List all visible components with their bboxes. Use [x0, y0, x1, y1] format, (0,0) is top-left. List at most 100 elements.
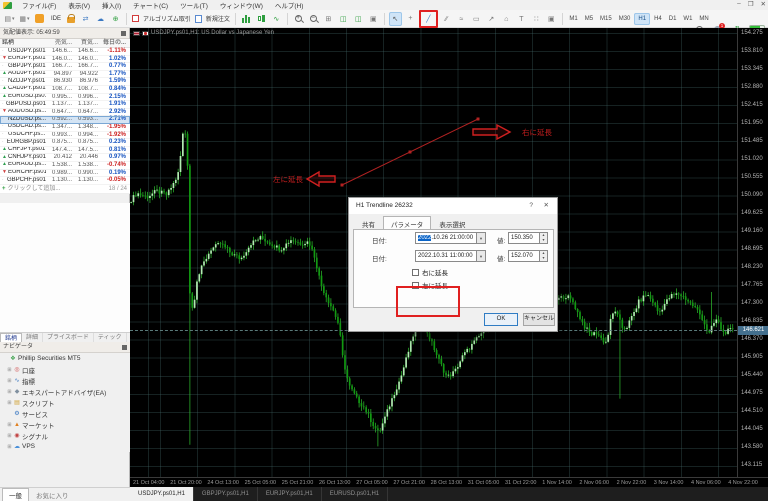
table-row[interactable]: · EURGBP.ps01 0.875... 0.875... 0.23% — [0, 139, 130, 147]
table-row[interactable]: · USDCAD.ps... 1.347... 1.348... -1.95% — [0, 123, 130, 132]
table-row[interactable]: · GBPJPY.ps01 166.7... 166.7... 0.77% — [0, 63, 130, 71]
timeframe-M15[interactable]: M15 — [600, 16, 612, 22]
table-row[interactable]: ▲ CADJPY.ps01 108.7... 108.7... 0.84% — [0, 85, 130, 94]
zoom-in-icon[interactable]: + — [294, 14, 302, 22]
tree-expander-icon[interactable]: ⊞ — [7, 366, 12, 373]
chart-tab-EURJPY.ps01,H1[interactable]: EURJPY.ps01,H1 — [258, 487, 322, 501]
close-button[interactable]: ✕ — [760, 1, 766, 8]
tree-expander-icon[interactable]: ⊞ — [7, 421, 12, 428]
tree-expander-icon[interactable]: ⊞ — [7, 377, 12, 384]
cursor-tool-icon[interactable]: ↖ — [388, 11, 402, 26]
tree-expander-icon[interactable]: ⊞ — [7, 399, 12, 406]
chart-tab-USDJPY.ps01,H1[interactable]: USDJPY.ps01,H1 — [130, 487, 194, 501]
zoom-out-icon[interactable]: − — [309, 14, 317, 22]
new-chart-button[interactable]: ▤ ▾ — [4, 15, 15, 23]
table-row[interactable]: ▲ CHFJPY.ps01 147.4... 147.5... 0.81% — [0, 146, 130, 155]
date-field-1[interactable]: 2022.10.26 21:00:00 — [415, 232, 477, 244]
timeframe-MN[interactable]: MN — [699, 16, 709, 22]
table-row[interactable]: · NZDJPY.ps01 86.930 86.976 1.59% — [0, 78, 130, 86]
timeframe-H1[interactable]: H1 — [634, 13, 651, 25]
date-dropdown-1[interactable]: ▾ — [477, 232, 486, 244]
dialog-help-icon[interactable]: ? — [529, 202, 533, 209]
minimize-button[interactable]: – — [737, 0, 741, 7]
navigator-item[interactable]: ⊞ ☁ VPS — [0, 441, 130, 452]
timeframe-M5[interactable]: M5 — [584, 16, 594, 22]
navigator-item[interactable]: ⊞ ◆ エキスパートアドバイザ(EA) — [0, 386, 130, 397]
market-watch-add-row[interactable]: + クリックして追加... 18 / 24 — [0, 184, 130, 194]
ok-button[interactable]: OK — [484, 313, 518, 326]
lock-icon[interactable] — [64, 12, 77, 26]
table-row[interactable]: · USDJPY.ps01 146.6... 146.6... -1.11% — [0, 48, 130, 56]
cascade-windows-icon[interactable]: ◫ — [355, 15, 362, 23]
toolbox-tab-一般[interactable]: 一般 — [2, 488, 29, 501]
dialog-close-icon[interactable]: ✕ — [543, 202, 549, 209]
table-row[interactable]: ▲ EURAUD.ps... 1.538... 1.538... -0.74% — [0, 161, 130, 170]
metaeditor-button[interactable]: IDE — [51, 15, 62, 22]
column-header-3[interactable]: 毎日の... — [102, 40, 126, 46]
menu-item-チャート[interactable]: チャート(C) — [133, 3, 169, 10]
line-chart-mode-icon[interactable]: ∿ — [273, 15, 280, 23]
timeframe-M30[interactable]: M30 — [618, 16, 631, 22]
chart-tab-GBPJPY.ps01,H1[interactable]: GBPJPY.ps01,H1 — [194, 487, 258, 501]
profiles-button[interactable]: ▦ ▾ — [19, 15, 30, 23]
market-watch-tab-ティック[interactable]: ティック — [94, 332, 127, 343]
table-row[interactable]: · GBPUSD.ps01 1.137... 1.137... 1.91% — [0, 101, 130, 109]
trendline-tool-icon[interactable]: ╱ — [426, 15, 431, 23]
new-order-button[interactable]: 新規注文 — [194, 12, 231, 26]
cloud-icon[interactable]: ☁ — [97, 15, 105, 23]
channel-tool-icon[interactable]: ∕∕ — [445, 15, 448, 23]
ray-right-checkbox-row[interactable]: 右に延長 — [412, 267, 448, 277]
table-row[interactable]: ▼ AUDUSD.ps... 0.647... 0.647... 2.92% — [0, 108, 130, 117]
navigator-item[interactable]: ⊞ ▲ マーケット — [0, 419, 130, 430]
chart-tab-EURUSD.ps01,H1[interactable]: EURUSD.ps01,H1 — [322, 487, 389, 501]
column-header-0[interactable]: 銘柄 — [2, 39, 15, 46]
menu-item-ヘルプ[interactable]: ヘルプ(H) — [274, 3, 304, 10]
menu-item-ファイル[interactable]: ファイル(F) — [22, 3, 57, 10]
tile-windows-icon[interactable]: ◫ — [340, 15, 347, 23]
ray-left-checkbox-row[interactable]: 左に延長 — [412, 280, 448, 290]
mql5-community-icon[interactable] — [33, 12, 46, 26]
text-tool-icon[interactable]: T — [519, 15, 524, 23]
candlestick-mode-icon[interactable] — [255, 12, 268, 26]
value-spinner-1[interactable]: ▲ ▼ — [540, 232, 548, 244]
dialog-tab-共有[interactable]: 共有 — [362, 222, 375, 229]
table-row[interactable]: · USDCHF.ps... 0.993... 0.994... -1.92% — [0, 131, 130, 140]
dialog-title-bar[interactable]: H1 Trendline 26232 ? ✕ — [349, 198, 557, 214]
community-globe-icon[interactable]: ⊕ — [112, 15, 119, 23]
timeframe-W1[interactable]: W1 — [683, 16, 693, 22]
trendline-overlay[interactable]: 右に延長 左に延長 — [130, 28, 737, 477]
navigator-item[interactable]: ⊞ ◉ シグナル — [0, 430, 130, 441]
grid-icon[interactable]: ⊞ — [325, 15, 332, 23]
date-field-2[interactable]: 2022.10.31 11:00:00 — [415, 250, 477, 262]
ray-right-checkbox[interactable] — [412, 268, 419, 276]
objects-tool-icon[interactable]: ⌂ — [504, 15, 509, 23]
ray-left-checkbox[interactable] — [412, 281, 419, 289]
toolbox-tab-お気に入り[interactable]: お気に入り — [36, 493, 69, 500]
fibonacci-tool-icon[interactable]: ≈ — [459, 15, 464, 23]
menu-item-表示[interactable]: 表示(V) — [68, 3, 90, 10]
navigator-item[interactable]: ❖ Phillip Securities MT5 — [0, 353, 130, 364]
table-row[interactable]: ▲ AUDJPY.ps01 94.897 94.922 1.77% — [0, 70, 130, 79]
menu-item-ツール[interactable]: ツール(T) — [180, 3, 208, 10]
cancel-button[interactable]: キャンセル — [523, 313, 555, 326]
date-dropdown-2[interactable]: ▾ — [477, 250, 486, 262]
table-row[interactable]: ▲ CNHJPY.ps01 20.412 20.446 0.97% — [0, 154, 130, 162]
table-row[interactable]: · GBPCHF.ps01 1.130... 1.130... -0.05% — [0, 177, 130, 185]
screenshot-icon[interactable]: ▣ — [370, 15, 377, 23]
tree-expander-icon[interactable]: ⊞ — [7, 432, 12, 439]
column-header-2[interactable]: 買気... — [80, 40, 98, 46]
market-watch-tab-銘柄[interactable]: 銘柄 — [0, 332, 23, 343]
navigator-item[interactable]: ⊞ ∿ 指標 — [0, 375, 130, 386]
value-spinner-2[interactable]: ▲ ▼ — [540, 250, 548, 262]
tree-expander-icon[interactable]: ⊞ — [7, 443, 12, 450]
menu-item-挿入[interactable]: 挿入(I) — [101, 3, 122, 10]
pictures-tool-icon[interactable]: ▣ — [548, 15, 555, 23]
bar-chart-mode-icon[interactable] — [240, 12, 253, 26]
market-watch-tab-プライスボード[interactable]: プライスボード — [43, 332, 94, 343]
table-row[interactable]: ▲ EURUSD.ps01 0.995... 0.996... 2.15% — [0, 93, 130, 102]
menu-item-ウィンドウ[interactable]: ウィンドウ(W) — [219, 3, 263, 10]
value-field-2[interactable]: 152.070 — [508, 250, 540, 262]
column-header-1[interactable]: 売気... — [54, 40, 72, 46]
dialog-tab-表示選択[interactable]: 表示選択 — [439, 222, 466, 229]
indicators-tool-icon[interactable]: ∷ — [534, 15, 539, 23]
